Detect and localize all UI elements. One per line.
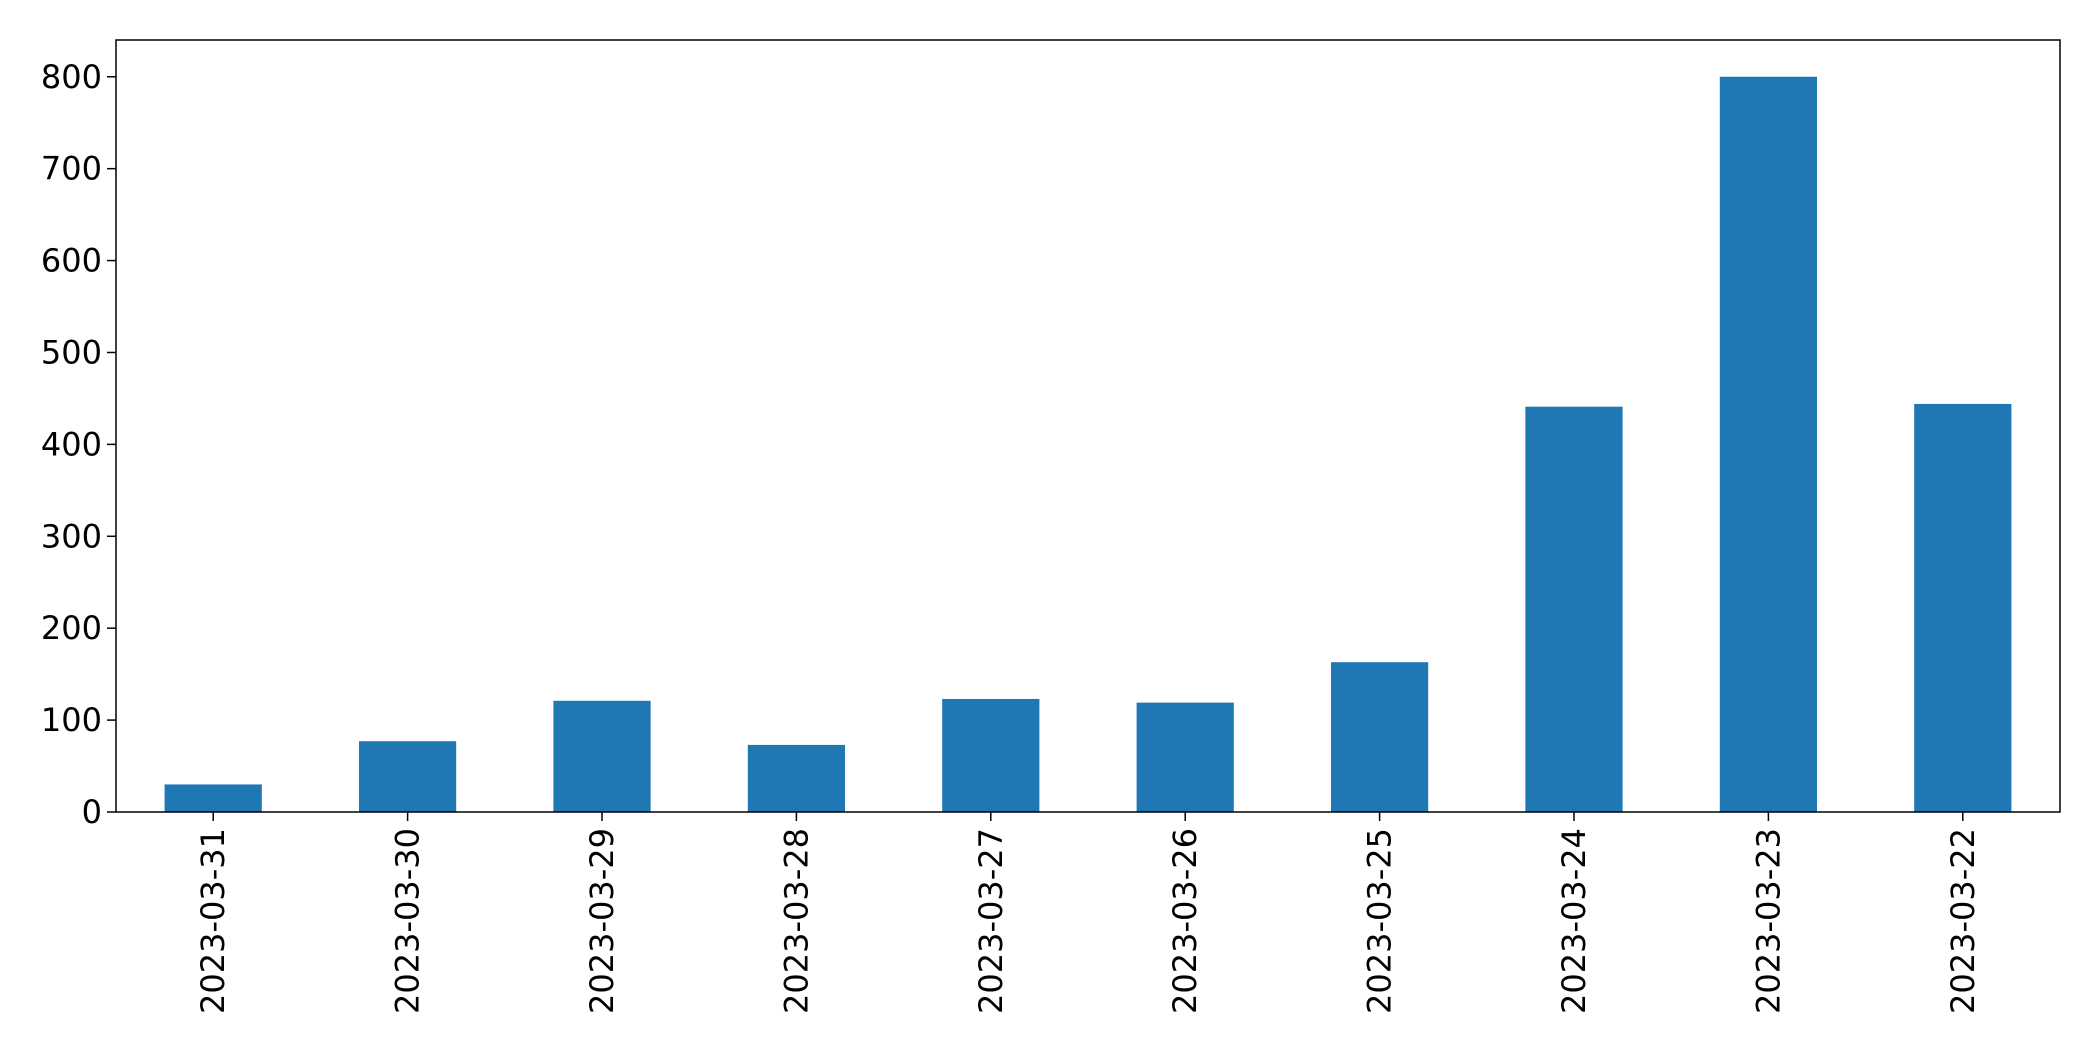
y-tick-label: 700 — [41, 150, 102, 188]
x-tick-label: 2023-03-23 — [1749, 828, 1787, 1014]
y-tick-label: 100 — [41, 701, 102, 739]
y-axis: 0 100 200 300 400 500 600 700 800 — [41, 58, 116, 831]
x-tick-label: 2023-03-26 — [1166, 828, 1204, 1014]
bar-2023-03-22 — [1914, 403, 2012, 812]
y-tick-label: 200 — [41, 609, 102, 647]
x-tick-label: 2023-03-24 — [1555, 828, 1593, 1014]
bar-2023-03-31 — [164, 784, 262, 812]
bar-2023-03-30 — [359, 741, 457, 812]
bar-2023-03-29 — [553, 700, 651, 812]
plot-frame — [115, 39, 2061, 813]
y-tick-label: 500 — [41, 333, 102, 371]
bar-series — [164, 76, 2012, 812]
x-tick-label: 2023-03-31 — [194, 828, 232, 1014]
x-tick-label: 2023-03-29 — [583, 828, 621, 1014]
bar-2023-03-23 — [1719, 76, 1817, 812]
y-tick-label: 0 — [82, 793, 102, 831]
x-tick-label: 2023-03-28 — [777, 828, 815, 1014]
y-tick-label: 400 — [41, 425, 102, 463]
x-axis: 2023-03-31 2023-03-30 2023-03-29 2023-03-28… — [194, 812, 1982, 1014]
x-tick-label: 2023-03-27 — [972, 828, 1010, 1014]
x-tick-label: 2023-03-25 — [1361, 828, 1399, 1014]
y-tick-label: 300 — [41, 517, 102, 555]
x-tick-label: 2023-03-30 — [389, 828, 427, 1014]
y-tick-label: 600 — [41, 242, 102, 280]
y-tick-label: 800 — [41, 58, 102, 96]
bar-2023-03-28 — [747, 744, 845, 812]
bar-2023-03-25 — [1331, 662, 1429, 812]
bar-2023-03-24 — [1525, 406, 1623, 812]
x-tick-label: 2023-03-22 — [1944, 828, 1982, 1014]
bar-2023-03-27 — [942, 698, 1040, 812]
bar-2023-03-26 — [1136, 702, 1234, 812]
